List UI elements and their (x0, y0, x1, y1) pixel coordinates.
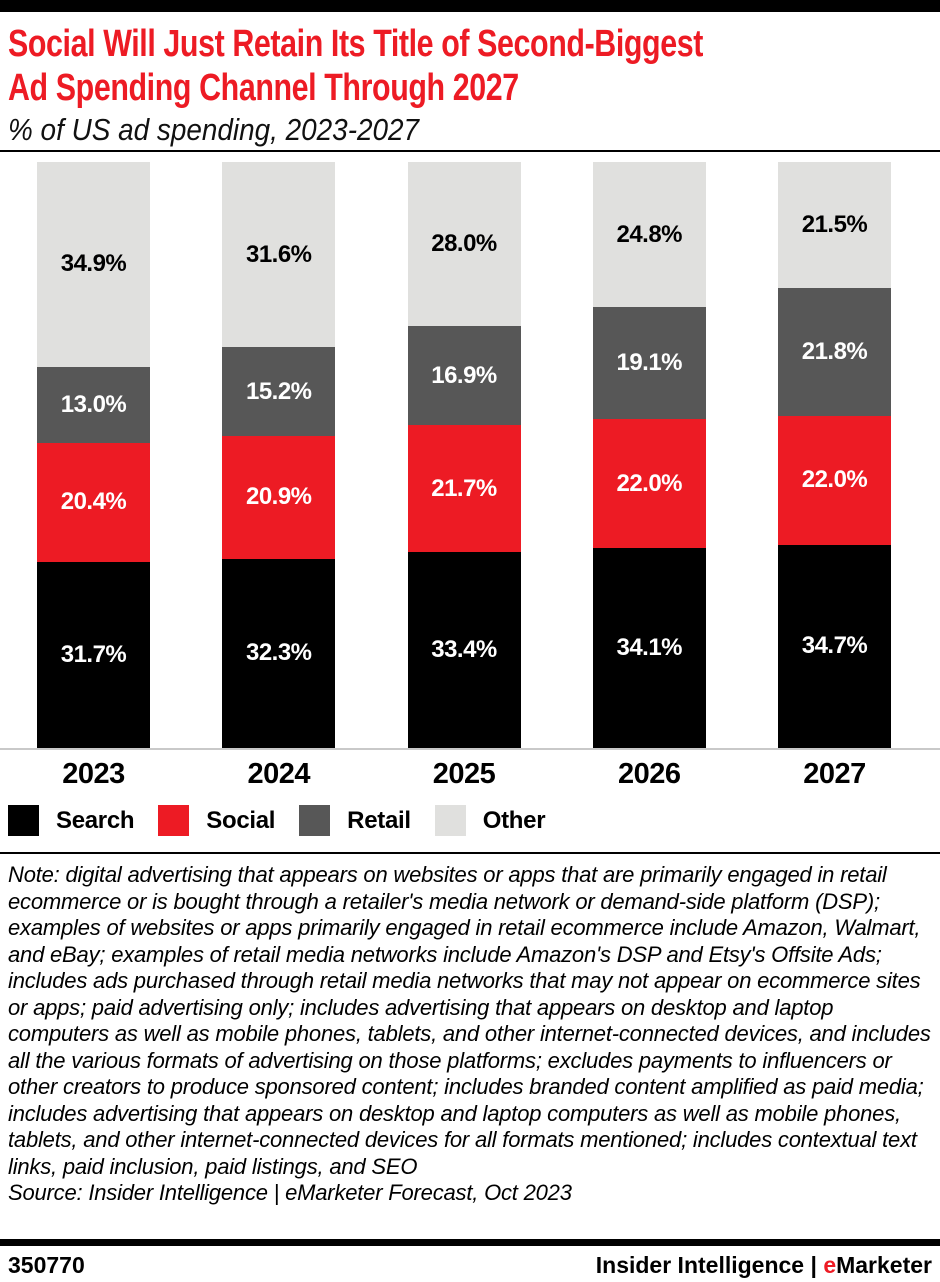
segment-retail-2023: 13.0% (37, 366, 150, 443)
segment-search-2023: 31.7% (37, 562, 150, 748)
segment-value-label: 21.7% (431, 474, 497, 502)
legend-swatch-social (158, 805, 190, 836)
legend-label-social: Social (206, 806, 276, 834)
brand-rest: Marketer (836, 1252, 932, 1278)
segment-value-label: 34.7% (801, 632, 868, 660)
legend-item-search: Search (8, 805, 135, 836)
x-axis-label-2027: 2027 (803, 758, 866, 790)
brand-prefix: Insider Intelligence | (595, 1252, 824, 1278)
x-axis-labels: 2023 2024 2025 2026 2027 (0, 750, 940, 791)
note-text: Note: digital advertising that appears o… (8, 862, 931, 1179)
title-line-1: Social Will Just Retain Its Title of Sec… (8, 23, 703, 65)
segment-value-label: 31.7% (60, 641, 127, 669)
bar-2026: 24.8% 19.1% 22.0% 34.1% (592, 162, 706, 748)
segment-value-label: 28.0% (431, 230, 497, 258)
segment-value-label: 24.8% (616, 220, 683, 248)
chart-id: 350770 (8, 1252, 85, 1278)
x-axis-label-2026: 2026 (617, 758, 681, 790)
page-title: Social Will Just Retain Its Title of Sec… (8, 22, 932, 110)
x-axis-label-2024: 2024 (247, 758, 310, 790)
segment-social-2027: 22.0% (778, 415, 891, 545)
footer-accent-bar (0, 1239, 940, 1246)
bar-2024: 31.6% 15.2% 20.9% 32.3% (222, 162, 336, 748)
segment-value-label: 33.4% (431, 636, 497, 664)
segment-search-2027: 34.7% (778, 544, 891, 748)
bar-2027: 21.5% 21.8% 22.0% 34.7% (778, 162, 891, 748)
segment-other-2025: 28.0% (407, 162, 521, 327)
legend-label-other: Other (482, 806, 546, 834)
segment-social-2025: 21.7% (407, 425, 521, 553)
segment-retail-2027: 21.8% (778, 287, 891, 416)
legend: Search Social Retail Other (0, 805, 940, 836)
segment-search-2024: 32.3% (222, 558, 336, 748)
segment-value-label: 13.0% (60, 390, 127, 418)
legend-divider (0, 852, 940, 854)
segment-social-2026: 22.0% (592, 419, 706, 549)
legend-item-retail: Retail (299, 805, 411, 836)
segment-value-label: 16.9% (431, 361, 497, 389)
legend-swatch-other (434, 805, 466, 836)
x-axis-label-2023: 2023 (62, 758, 125, 790)
legend-item-other: Other (434, 805, 546, 836)
segment-value-label: 34.1% (616, 634, 683, 662)
segment-value-label: 22.0% (616, 469, 683, 497)
legend-label-retail: Retail (347, 806, 411, 834)
footnote: Note: digital advertising that appears o… (0, 854, 940, 1207)
segment-social-2024: 20.9% (222, 436, 336, 559)
segment-value-label: 21.5% (801, 210, 868, 238)
segment-retail-2024: 15.2% (222, 347, 336, 437)
segment-value-label: 22.0% (801, 466, 868, 494)
segment-value-label: 20.9% (245, 483, 312, 511)
brand-mark: Insider Intelligence | eMarketer (596, 1252, 932, 1279)
stacked-bar-chart: 34.9% 13.0% 20.4% 31.7% 31.6% 15.2% 20.9% 32.3%… (0, 162, 940, 791)
segment-retail-2025: 16.9% (407, 326, 521, 426)
segment-value-label: 20.4% (60, 488, 127, 516)
legend-label-search: Search (56, 806, 135, 834)
segment-retail-2026: 19.1% (592, 307, 706, 420)
bars-area: 34.9% 13.0% 20.4% 31.7% 31.6% 15.2% 20.9% 32.3%… (0, 162, 940, 748)
segment-other-2026: 24.8% (592, 162, 706, 308)
segment-value-label: 31.6% (245, 240, 312, 268)
segment-value-label: 15.2% (245, 377, 312, 405)
segment-value-label: 34.9% (60, 250, 127, 278)
bar-2025: 28.0% 16.9% 21.7% 33.4% (407, 162, 521, 748)
header: Social Will Just Retain Its Title of Sec… (0, 12, 940, 150)
legend-item-social: Social (158, 805, 275, 836)
brand-e: e (823, 1252, 837, 1278)
header-divider (0, 150, 940, 152)
x-axis-baseline (0, 748, 940, 750)
title-line-2: Ad Spending Channel Through 2027 (8, 67, 519, 109)
source-line: Source: Insider Intelligence | eMarketer… (8, 1180, 572, 1205)
segment-other-2024: 31.6% (222, 162, 336, 348)
segment-other-2027: 21.5% (778, 162, 891, 288)
segment-search-2026: 34.1% (592, 548, 706, 748)
top-accent-bar (0, 0, 940, 12)
legend-swatch-search (8, 805, 39, 836)
bar-2023: 34.9% 13.0% 20.4% 31.7% (37, 162, 150, 748)
segment-value-label: 19.1% (616, 349, 683, 377)
segment-value-label: 21.8% (801, 337, 868, 365)
x-axis-label-2025: 2025 (432, 758, 496, 790)
chart-subtitle: % of US ad spending, 2023-2027 (8, 112, 420, 147)
segment-other-2023: 34.9% (37, 162, 150, 367)
segment-search-2025: 33.4% (407, 552, 521, 748)
legend-swatch-retail (299, 805, 331, 836)
footer: 350770 Insider Intelligence | eMarketer (0, 1239, 940, 1282)
segment-value-label: 32.3% (245, 639, 312, 667)
segment-social-2023: 20.4% (37, 442, 150, 563)
